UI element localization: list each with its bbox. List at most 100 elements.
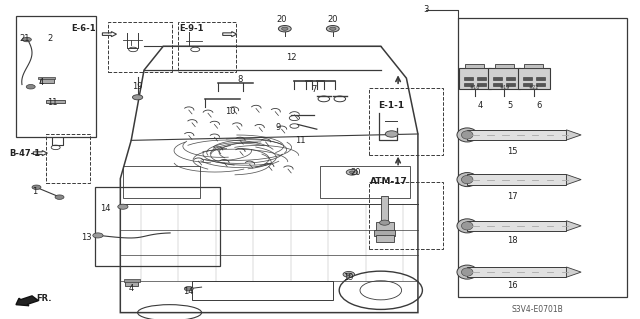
Text: 18: 18 [507,236,517,245]
Text: FR.: FR. [36,294,51,303]
Bar [536,83,545,86]
Bar [467,221,566,231]
Text: 14: 14 [100,204,111,213]
Circle shape [346,169,358,175]
Bar [192,281,333,300]
Bar [95,187,220,266]
Ellipse shape [457,265,477,279]
Circle shape [380,220,390,225]
Bar [493,83,502,86]
Circle shape [32,185,41,189]
Ellipse shape [457,219,477,233]
Bar [123,166,200,198]
Text: 1: 1 [33,187,38,196]
Text: #22: #22 [529,85,539,90]
Circle shape [118,204,128,209]
Bar [16,16,96,137]
Bar [467,267,566,277]
Circle shape [330,27,336,30]
Circle shape [26,85,35,89]
Ellipse shape [461,131,473,139]
Text: 2: 2 [47,34,52,43]
Text: 4: 4 [478,101,483,110]
Bar [477,77,486,80]
Circle shape [326,26,339,32]
Ellipse shape [461,175,473,184]
Text: 4: 4 [129,284,134,293]
Bar [524,64,543,68]
Text: 9: 9 [276,123,281,132]
Polygon shape [566,221,581,231]
Text: 4: 4 [39,78,44,87]
Polygon shape [566,130,581,140]
Polygon shape [566,267,581,277]
Bar [506,83,515,86]
Text: 20: 20 [276,15,287,24]
Bar [518,68,550,89]
Text: 21: 21 [19,34,29,43]
Text: E-9-1: E-9-1 [180,24,204,33]
Circle shape [132,95,143,100]
Bar [125,281,138,286]
Bar [376,222,394,231]
Bar [108,22,172,72]
Text: 12: 12 [286,53,296,62]
Text: #19: #19 [499,85,509,90]
Bar [495,64,514,68]
Text: 10: 10 [225,107,236,116]
Text: 6: 6 [537,101,542,110]
Bar [506,77,515,80]
Circle shape [278,26,291,32]
Bar [488,68,520,89]
Bar [523,77,532,80]
Bar [40,78,54,83]
Bar [464,83,473,86]
Bar [376,235,394,242]
Ellipse shape [461,222,473,230]
Text: 17: 17 [507,192,517,201]
FancyArrow shape [16,296,38,306]
Bar [369,88,443,155]
Polygon shape [566,174,581,185]
Bar [320,166,410,198]
Circle shape [346,273,351,276]
Bar [465,64,484,68]
Text: ATM-17: ATM-17 [369,177,408,186]
Text: 11: 11 [296,136,306,145]
Bar [124,279,140,282]
Circle shape [282,27,288,30]
Text: 13: 13 [81,233,92,242]
Bar [458,18,627,297]
Bar [46,100,65,103]
Bar [493,77,502,80]
Circle shape [343,271,355,277]
Bar [381,196,388,222]
Bar [46,134,90,183]
Text: S3V4-E0701B: S3V4-E0701B [512,305,563,314]
Text: 19: 19 [344,273,354,282]
Text: 11: 11 [47,98,58,107]
Circle shape [22,37,31,42]
Bar [467,130,566,140]
Bar [464,77,473,80]
Text: 14: 14 [184,287,194,296]
Circle shape [349,171,355,174]
Bar [477,83,486,86]
Text: 19: 19 [132,82,143,91]
Circle shape [93,233,103,238]
Circle shape [55,195,64,199]
Ellipse shape [457,128,477,142]
Text: 3: 3 [423,5,428,14]
Bar [467,174,566,185]
Circle shape [184,286,193,291]
Bar [459,68,491,89]
Text: 20: 20 [350,168,360,177]
Text: B-47-1: B-47-1 [9,149,40,158]
Bar [178,22,236,72]
Circle shape [385,131,398,137]
Bar [523,83,532,86]
Text: E-6-1: E-6-1 [71,24,95,33]
Text: E-1-1: E-1-1 [379,101,404,110]
Bar [38,77,55,79]
Text: 16: 16 [507,281,517,290]
